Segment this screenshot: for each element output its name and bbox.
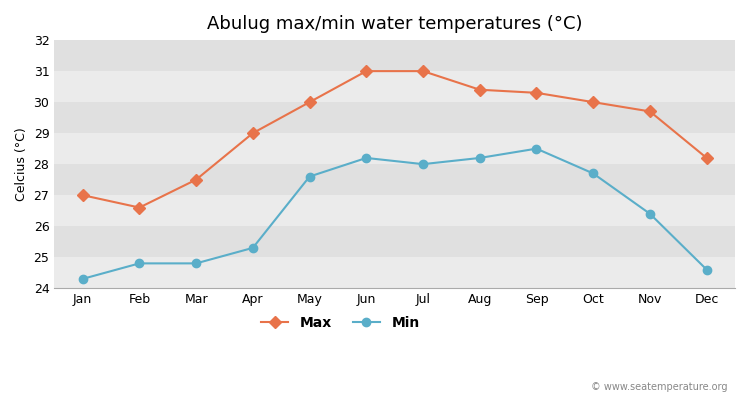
Bar — [54, 102, 735, 133]
Max — [419, 69, 428, 74]
Min — [476, 156, 484, 160]
Text: © www.seatemperature.org: © www.seatemperature.org — [591, 382, 728, 392]
Min — [646, 211, 655, 216]
Max — [589, 100, 598, 104]
Max — [362, 69, 370, 74]
Bar — [54, 164, 735, 195]
Max — [191, 177, 200, 182]
Max — [305, 100, 314, 104]
Min — [191, 261, 200, 266]
Line: Min: Min — [79, 144, 711, 283]
Min — [248, 246, 257, 250]
Min — [589, 171, 598, 176]
Bar — [54, 195, 735, 226]
Bar — [54, 133, 735, 164]
Min — [532, 146, 541, 151]
Max — [646, 109, 655, 114]
Min — [702, 267, 711, 272]
Line: Max: Max — [79, 67, 711, 212]
Max — [702, 156, 711, 160]
Max — [476, 87, 484, 92]
Min — [419, 162, 428, 166]
Bar — [54, 71, 735, 102]
Legend: Max, Min: Max, Min — [255, 311, 425, 336]
Title: Abulug max/min water temperatures (°C): Abulug max/min water temperatures (°C) — [207, 15, 583, 33]
Bar — [54, 40, 735, 71]
Max — [248, 131, 257, 136]
Min — [135, 261, 144, 266]
Max — [135, 205, 144, 210]
Min — [362, 156, 370, 160]
Bar — [54, 226, 735, 257]
Y-axis label: Celcius (°C): Celcius (°C) — [15, 127, 28, 201]
Min — [78, 276, 87, 281]
Min — [305, 174, 314, 179]
Bar — [54, 257, 735, 288]
Max — [532, 90, 541, 95]
Max — [78, 193, 87, 198]
